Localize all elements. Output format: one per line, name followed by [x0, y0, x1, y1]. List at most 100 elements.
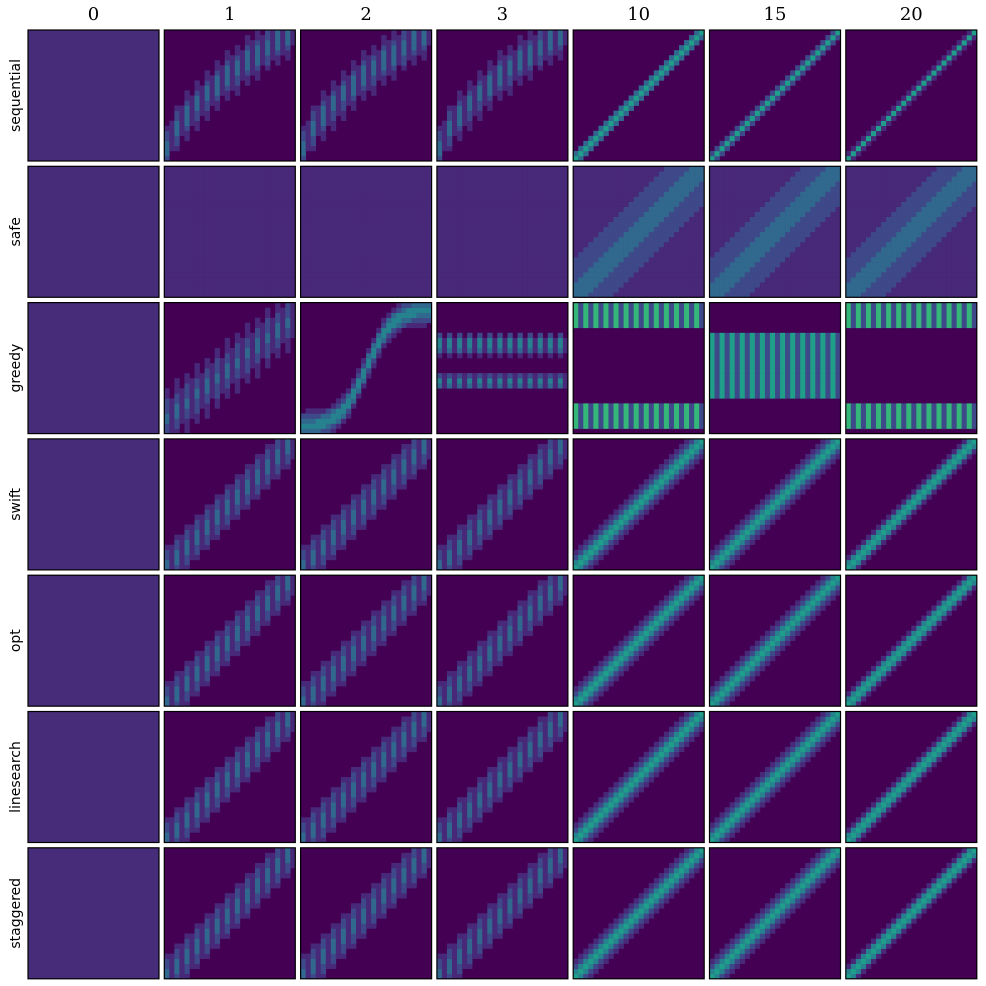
heatmap-cell — [689, 166, 695, 172]
heatmap-cell — [699, 256, 705, 263]
heatmap-cell — [926, 262, 932, 268]
heatmap-cell — [249, 206, 256, 212]
heatmap-cell — [457, 241, 463, 248]
heatmap-cell — [234, 186, 241, 192]
heatmap-cell — [835, 30, 841, 36]
heatmap-cell — [684, 166, 690, 172]
heatmap-cell — [865, 282, 872, 288]
heatmap-cell — [517, 191, 523, 197]
heatmap-cell — [790, 171, 796, 177]
heatmap-cell — [754, 166, 761, 172]
heatmap-cell — [517, 256, 523, 263]
heatmap-cell — [719, 181, 725, 187]
heatmap-cell — [436, 206, 443, 212]
heatmap-cell — [769, 226, 776, 233]
heatmap-cell — [562, 277, 569, 283]
heatmap-cell — [280, 251, 286, 258]
heatmap-cell — [169, 135, 175, 142]
heatmap-cell — [552, 201, 559, 207]
heatmap-cell — [452, 206, 458, 212]
heatmap-cell — [795, 251, 801, 258]
heatmap-cell — [714, 196, 720, 202]
heatmap-cell — [886, 110, 892, 116]
heatmap-cell — [628, 262, 634, 268]
heatmap-cell — [254, 241, 261, 248]
heatmap-cell — [467, 267, 473, 273]
heatmap-cell — [749, 221, 756, 228]
heatmap-cell — [376, 75, 382, 81]
heatmap-cell — [280, 241, 286, 248]
heatmap-cell — [290, 201, 296, 207]
heatmap-cell — [673, 231, 680, 238]
heatmap-cell — [562, 231, 569, 238]
panel-frame — [163, 29, 296, 162]
heatmap-cell — [234, 45, 241, 51]
heatmap-cell — [239, 75, 246, 81]
heatmap-cell — [679, 292, 685, 298]
heatmap-cell — [209, 267, 215, 273]
heatmap-cell — [921, 236, 927, 243]
heatmap-cell — [260, 166, 266, 172]
heatmap-cell — [229, 80, 236, 86]
heatmap-cell — [512, 75, 518, 81]
heatmap-cell — [573, 251, 579, 258]
heatmap-cell — [401, 65, 407, 71]
heatmap-cell — [522, 277, 528, 283]
heatmap-cell — [613, 176, 619, 182]
heatmap-cell — [588, 287, 594, 293]
heatmap-cell — [174, 191, 180, 197]
heatmap-cell — [386, 191, 392, 197]
heatmap-cell — [169, 191, 175, 197]
heatmap-cell — [507, 277, 513, 283]
heatmap-cell — [901, 272, 907, 278]
heatmap-cell — [507, 85, 513, 91]
heatmap-cell — [790, 70, 796, 76]
heatmap-cell — [452, 292, 458, 298]
heatmap-cell — [512, 171, 518, 177]
heatmap-cell — [542, 282, 549, 288]
heatmap-cell — [961, 221, 968, 228]
heatmap-cell — [401, 166, 407, 172]
heatmap-cell — [865, 236, 872, 243]
heatmap-cell — [835, 35, 841, 41]
heatmap-cell — [361, 70, 367, 76]
heatmap-cell — [381, 176, 387, 182]
heatmap-cell — [926, 241, 932, 248]
heatmap-cell — [512, 241, 518, 248]
heatmap-cell — [285, 267, 291, 273]
heatmap-cell — [310, 135, 317, 142]
heatmap-cell — [663, 236, 670, 243]
heatmap-cell — [694, 191, 700, 197]
heatmap-cell — [275, 292, 281, 298]
heatmap-cell — [830, 236, 836, 243]
heatmap-cell — [174, 246, 180, 253]
heatmap-cell — [527, 226, 533, 233]
heatmap-cell — [497, 256, 503, 263]
heatmap-cell — [805, 226, 811, 233]
heatmap-cell — [310, 216, 317, 223]
heatmap-cell — [472, 246, 478, 253]
heatmap-cell — [366, 277, 372, 283]
heatmap-cell — [790, 176, 796, 182]
heatmap-cell — [709, 256, 715, 263]
heatmap-cell — [492, 236, 498, 243]
heatmap-cell — [371, 241, 377, 248]
heatmap-cell — [552, 256, 559, 263]
heatmap-cell — [487, 287, 493, 293]
heatmap-cell — [537, 216, 544, 223]
heatmap-cell — [517, 35, 523, 41]
heatmap-cell — [280, 211, 286, 217]
heatmap-cell — [956, 45, 962, 51]
heatmap-cell — [189, 262, 195, 268]
heatmap-cell — [971, 226, 978, 233]
heatmap-cell — [174, 226, 180, 233]
heatmap-cell — [204, 110, 210, 116]
heatmap-cell — [780, 277, 786, 283]
heatmap-cell — [749, 267, 756, 273]
heatmap-cell — [204, 277, 210, 283]
heatmap-cell — [643, 231, 650, 238]
heatmap-cell — [366, 201, 372, 207]
heatmap-cell — [744, 120, 751, 127]
heatmap-cell — [335, 105, 342, 111]
heatmap-cell — [623, 241, 629, 248]
